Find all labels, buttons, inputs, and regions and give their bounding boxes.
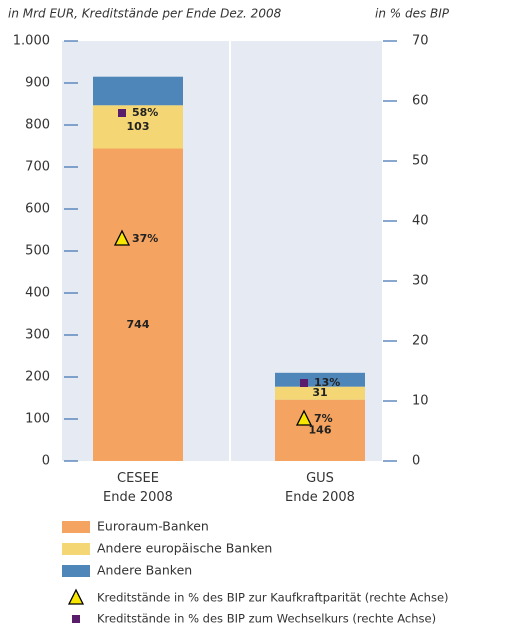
y-tick-label: 500 [25, 244, 50, 259]
y2-tick-label: 50 [412, 154, 429, 169]
data-label: 37% [132, 232, 158, 245]
data-label: 58% [132, 106, 158, 119]
y-axis-label: in Mrd EUR, Kreditstände per Ende Dez. 2… [8, 7, 282, 21]
legend-label: Kreditstände in % des BIP zur Kaufkraftp… [97, 591, 449, 605]
bar-segment [275, 399, 365, 461]
y2-tick-label: 60 [412, 94, 429, 109]
y-tick-label: 600 [25, 202, 50, 217]
legend-marker [72, 615, 80, 623]
legend-label: Andere europäische Banken [97, 541, 272, 556]
marker-square [300, 379, 308, 387]
y-tick-label: 200 [25, 370, 50, 385]
y2-tick-label: 30 [412, 274, 429, 289]
x-tick-label: GUS Ende 2008 [285, 471, 355, 505]
y-tick-label: 800 [25, 118, 50, 133]
bar-segment [93, 105, 183, 149]
y2-tick-label: 20 [412, 334, 429, 349]
y2-tick-label: 10 [412, 394, 429, 409]
y-tick-label: 900 [25, 76, 50, 91]
data-label: 744 [127, 318, 150, 331]
legend-swatch [62, 565, 90, 577]
data-label: 31 [312, 386, 327, 399]
y-tick-label: 300 [25, 328, 50, 343]
y-tick-label: 0 [42, 454, 50, 469]
legend-swatch [62, 543, 90, 555]
data-label: 146 [309, 423, 332, 436]
marker-triangle [295, 409, 313, 426]
data-label: 103 [127, 120, 150, 133]
data-label: 7% [314, 412, 333, 425]
y2-tick-label: 40 [412, 214, 429, 229]
bar-segment [93, 148, 183, 461]
y-tick-label: 1.000 [13, 34, 50, 49]
data-label: 13% [314, 376, 340, 389]
y-tick-label: 700 [25, 160, 50, 175]
y-tick-label: 400 [25, 286, 50, 301]
legend-label: Euroraum-Banken [97, 519, 209, 534]
y2-axis-label: in % des BIP [375, 7, 450, 21]
bar-segment [275, 386, 365, 400]
marker-square [118, 109, 126, 117]
legend-label: Andere Banken [97, 563, 192, 578]
y-tick-label: 100 [25, 412, 50, 427]
bar-segment [275, 372, 365, 387]
bar-segment [93, 76, 183, 106]
legend-swatch [62, 521, 90, 533]
marker-triangle [113, 229, 131, 246]
legend-marker [67, 588, 85, 605]
legend-label: Kreditstände in % des BIP zum Wechselkur… [97, 612, 436, 626]
y2-tick-label: 70 [412, 34, 429, 49]
x-tick-label: CESEE Ende 2008 [103, 471, 173, 505]
y2-tick-label: 0 [412, 454, 420, 469]
